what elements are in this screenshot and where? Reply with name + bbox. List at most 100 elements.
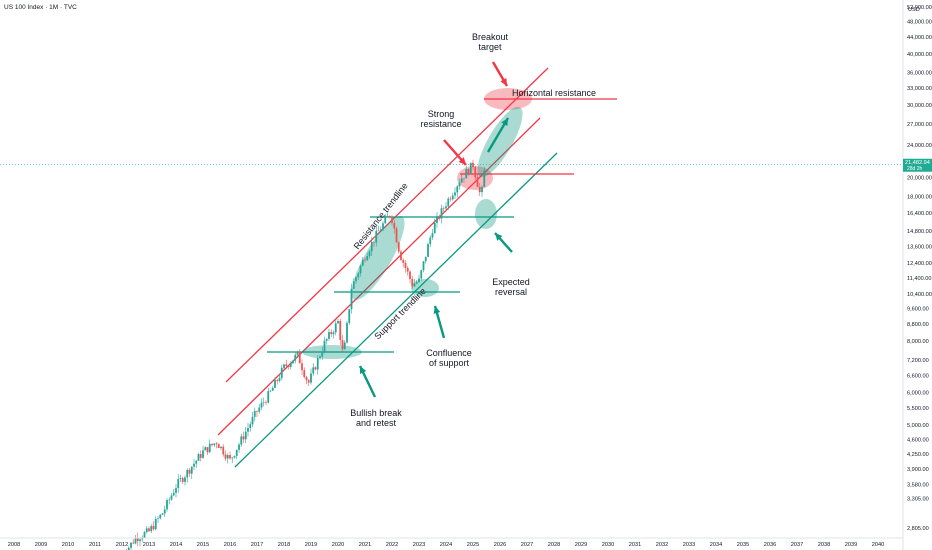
candle-body xyxy=(170,495,173,500)
candle-body xyxy=(157,518,159,519)
x-tick-label: 2028 xyxy=(548,542,560,548)
candle-body xyxy=(447,198,450,207)
candle-body xyxy=(418,278,420,283)
candle-body xyxy=(247,428,249,432)
candle-body xyxy=(154,518,157,530)
x-tick-label: 2008 xyxy=(8,542,20,548)
y-tick-label: 9,600.00 xyxy=(907,306,929,312)
x-tick-label: 2035 xyxy=(737,542,749,548)
candle-body xyxy=(395,228,398,243)
last-price-badge xyxy=(903,158,932,172)
candle-body xyxy=(166,500,168,510)
candle-body xyxy=(269,390,272,392)
candle-body xyxy=(346,322,348,343)
annotation-bullish-break-retest: Bullish break and retest xyxy=(350,408,402,428)
price-axis-panel[interactable] xyxy=(903,0,932,550)
candle-body xyxy=(244,431,247,440)
candle-body xyxy=(208,443,211,453)
candle-body xyxy=(409,271,411,279)
x-tick-label: 2039 xyxy=(845,542,857,548)
resistance-channel-upper xyxy=(225,67,549,383)
y-tick-label: 33,000.00 xyxy=(907,86,932,92)
candle-body xyxy=(325,338,328,341)
y-tick-label: 5,500.00 xyxy=(907,406,929,412)
candle-body xyxy=(431,233,434,238)
candle-body xyxy=(161,513,164,515)
candle-body xyxy=(152,526,155,530)
candle-body xyxy=(265,402,267,403)
candle-body xyxy=(373,241,375,243)
y-tick-label: 20,000.00 xyxy=(907,175,932,181)
strong-resistance-arrow xyxy=(443,139,467,166)
y-tick-label: 40,000.00 xyxy=(907,52,932,58)
candle-body xyxy=(382,223,384,230)
candle-body xyxy=(127,547,130,550)
candle-body xyxy=(184,477,186,482)
last-price-countdown: 28d 2h xyxy=(907,166,923,172)
candle-body xyxy=(294,354,297,361)
x-tick-label: 2024 xyxy=(440,542,452,548)
candle-body xyxy=(474,167,477,178)
y-tick-label: 3,900.00 xyxy=(907,467,929,473)
breakout-target-highlight xyxy=(484,88,532,110)
candle-body xyxy=(134,537,137,544)
candle-body xyxy=(199,454,202,458)
candle-body xyxy=(139,539,141,542)
candle-body xyxy=(350,288,353,310)
candle-body xyxy=(224,454,227,459)
candle-body xyxy=(256,410,258,412)
candle-body xyxy=(442,208,445,209)
candle-body xyxy=(195,460,198,464)
candle-body xyxy=(229,455,231,459)
candle-body xyxy=(145,528,148,533)
candle-body xyxy=(267,391,270,403)
candle-body xyxy=(258,407,261,412)
y-tick-label: 4,250.00 xyxy=(907,452,929,458)
support-channel-line xyxy=(234,152,558,468)
candle-body xyxy=(215,443,218,445)
candle-body xyxy=(251,416,254,425)
projected-move-arrow xyxy=(486,117,510,153)
x-tick-label: 2017 xyxy=(251,542,263,548)
x-tick-label: 2011 xyxy=(89,542,101,548)
y-tick-label: 3,580.00 xyxy=(907,482,929,488)
candle-body xyxy=(476,177,479,187)
candle-body xyxy=(424,256,427,262)
expected-reversal-arrow xyxy=(494,232,513,253)
candle-body xyxy=(298,351,301,364)
candle-body xyxy=(375,230,378,243)
candle-body xyxy=(413,283,416,287)
candle-body xyxy=(211,443,213,446)
candle-body xyxy=(249,424,252,429)
bullish-break-arrow xyxy=(358,365,377,398)
candle-body xyxy=(296,351,299,355)
y-tick-label: 6,600.00 xyxy=(907,373,929,379)
candle-body xyxy=(420,270,423,279)
candle-body xyxy=(348,309,351,323)
y-tick-label: 18,000.00 xyxy=(907,194,932,200)
candle-body xyxy=(339,320,342,340)
candle-body xyxy=(411,278,414,287)
candle-body xyxy=(404,262,407,268)
candle-body xyxy=(235,449,238,456)
candle-body xyxy=(220,446,222,449)
candle-body xyxy=(271,387,274,391)
candle-body xyxy=(377,230,380,232)
candle-body xyxy=(319,356,321,359)
candle-body xyxy=(238,444,240,450)
y-tick-label: 12,400.00 xyxy=(907,261,932,267)
candle-body xyxy=(456,186,459,193)
x-tick-label: 2040 xyxy=(872,542,884,548)
candle-body xyxy=(181,478,184,482)
candle-body xyxy=(386,216,389,218)
x-tick-label: 2022 xyxy=(386,542,398,548)
resistance-touch-highlight xyxy=(351,215,405,301)
candle-body xyxy=(175,488,177,493)
x-tick-label: 2030 xyxy=(602,542,614,548)
candle-body xyxy=(289,363,292,367)
x-tick-label: 2019 xyxy=(305,542,317,548)
y-tick-label: 13,600.00 xyxy=(907,244,932,250)
y-tick-label: 3,305.00 xyxy=(907,497,929,503)
candle-body xyxy=(440,208,443,219)
